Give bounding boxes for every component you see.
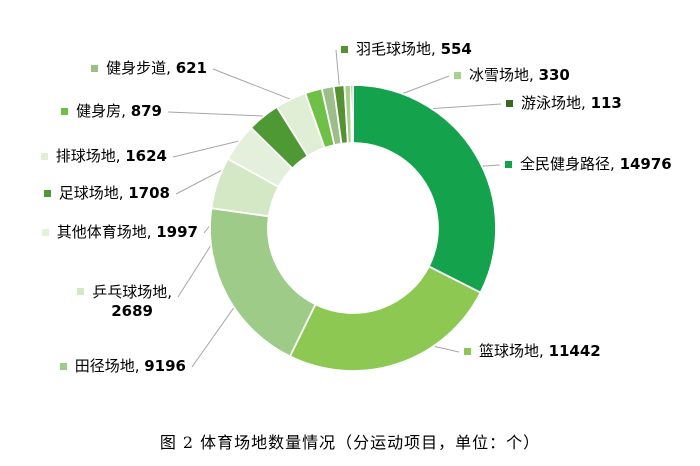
- data-label-name: 乒乓球场地: [92, 283, 168, 301]
- data-label-7: 健身房, 879: [61, 102, 162, 121]
- data-label-text: 篮球场地, 11442: [479, 342, 601, 360]
- data-label-value: 9196: [144, 357, 186, 375]
- legend-marker-7: [61, 107, 69, 115]
- data-label-value: 11442: [548, 342, 601, 360]
- data-label-text: 冰雪场地, 330: [469, 66, 570, 84]
- data-label-5: 足球场地, 1708: [43, 184, 170, 203]
- figure-caption: 图 2 体育场地数量情况（分运动项目，单位：个）: [159, 433, 541, 452]
- donut-slice-2: [209, 207, 317, 358]
- data-label-name: 健身步道: [106, 59, 167, 77]
- data-label-0: 全民健身路径, 14976: [505, 155, 672, 174]
- legend-marker-8: [91, 64, 99, 72]
- data-label-1: 篮球场地, 11442: [464, 342, 601, 361]
- data-label-text: 游泳场地, 113: [521, 94, 622, 112]
- data-label-value: 1997: [156, 223, 198, 241]
- data-label-value: 1624: [125, 147, 167, 165]
- data-label-value: 1708: [128, 184, 170, 202]
- data-label-name: 田径场地: [74, 357, 135, 375]
- donut-slice-11: [349, 84, 354, 144]
- data-label-name: 排球场地: [55, 147, 116, 165]
- data-label-name: 其他体育场地: [56, 223, 147, 241]
- legend-marker-11: [506, 99, 513, 107]
- data-label-4: 其他体育场地, 1997: [41, 223, 198, 242]
- data-label-name: 游泳场地: [521, 94, 582, 112]
- data-label-text: 排球场地, 1624: [55, 147, 167, 165]
- data-label-name: 足球场地: [58, 184, 119, 202]
- data-label-text: 其他体育场地, 1997: [56, 223, 198, 241]
- data-label-value: 2689: [111, 301, 153, 320]
- data-label-text: 健身步道, 621: [106, 59, 207, 77]
- legend-marker-5: [43, 189, 51, 197]
- donut-slice-1: [289, 265, 482, 372]
- data-label-name: 羽毛球场地: [356, 40, 432, 58]
- data-label-6: 排球场地, 1624: [40, 147, 167, 166]
- legend-marker-6: [40, 152, 48, 160]
- legend-marker-10: [454, 71, 461, 79]
- data-label-text: 羽毛球场地, 554: [356, 40, 472, 58]
- legend-marker-9: [341, 45, 348, 53]
- data-label-text: 田径场地, 9196: [74, 357, 186, 375]
- data-label-text: 足球场地, 1708: [58, 184, 170, 202]
- legend-marker-1: [464, 347, 471, 355]
- data-label-value: 113: [590, 94, 622, 112]
- data-label-9: 羽毛球场地, 554: [341, 40, 472, 59]
- data-label-name: 篮球场地: [479, 342, 540, 360]
- legend-marker-0: [505, 160, 512, 168]
- data-label-value: 879: [130, 102, 162, 120]
- data-label-name: 健身房: [76, 102, 122, 120]
- legend-marker-2: [59, 362, 67, 370]
- donut-slice-0: [352, 84, 497, 294]
- data-label-value: 621: [175, 59, 207, 77]
- data-label-3: 乒乓球场地, 2689: [77, 283, 172, 321]
- data-label-name: 全民健身路径: [520, 155, 611, 173]
- data-label-text: 全民健身路径, 14976: [520, 155, 672, 173]
- data-label-2: 田径场地, 9196: [59, 357, 186, 376]
- donut-slices: [209, 84, 497, 372]
- legend-marker-4: [41, 228, 49, 236]
- data-label-8: 健身步道, 621: [91, 59, 207, 78]
- data-label-name: 冰雪场地: [469, 66, 530, 84]
- data-label-11: 游泳场地, 113: [506, 94, 622, 113]
- data-label-value: 554: [440, 40, 472, 58]
- data-label-text: 乒乓球场地, 2689: [92, 283, 172, 320]
- data-label-value: 330: [538, 66, 570, 84]
- legend-marker-3: [77, 288, 85, 295]
- data-label-text: 健身房, 879: [76, 102, 162, 120]
- data-label-10: 冰雪场地, 330: [454, 66, 570, 85]
- data-label-value: 14976: [619, 155, 672, 173]
